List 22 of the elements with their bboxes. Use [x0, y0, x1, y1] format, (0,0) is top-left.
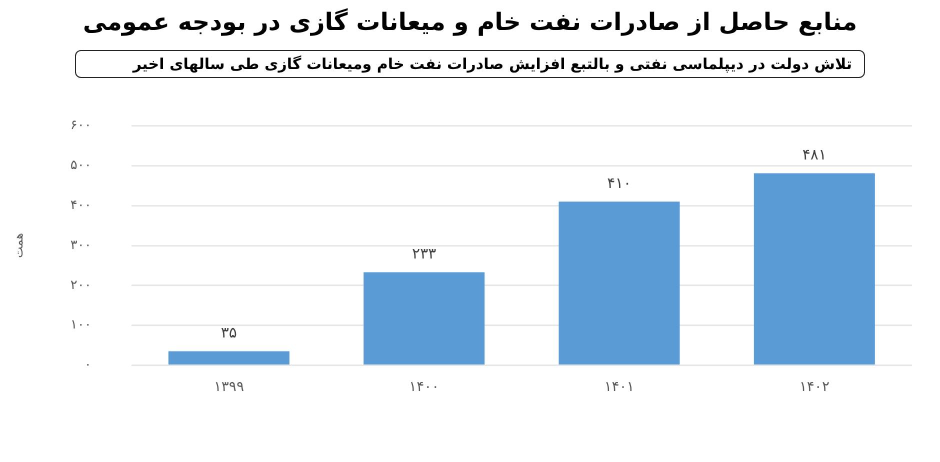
y-tick-label: ۲۰۰ [70, 278, 92, 293]
y-tick-label: ۶۰۰ [70, 118, 92, 134]
data-label: ۴۸۱ [802, 146, 827, 164]
x-tick-label: ۱۴۰۱ [604, 379, 634, 396]
x-tick-label: ۱۴۰۰ [409, 379, 440, 396]
bar [168, 351, 290, 364]
bar [754, 173, 875, 364]
y-tick-label: ۱۰۰ [70, 318, 92, 333]
bar [558, 202, 680, 364]
x-tick-label: ۱۳۹۹ [214, 379, 244, 396]
data-label: ۲۳۳ [412, 244, 436, 263]
bar [364, 272, 485, 364]
y-tick-label: ۰ [84, 358, 92, 373]
y-tick-label: ۴۰۰ [70, 198, 92, 213]
data-label: ۴۱۰ [607, 174, 632, 192]
data-label: ۳۵ [220, 324, 237, 342]
x-tick-label: ۱۴۰۲ [799, 379, 830, 396]
y-tick-label: ۳۰۰ [70, 238, 92, 253]
y-axis-title: همت [11, 232, 26, 258]
chart-title: منابع حاصل از صادرات نفت خام و میعانات گازی در بودجه عمومی [82, 8, 858, 36]
y-tick-label: ۵۰۰ [70, 158, 92, 174]
chart-subtitle: تلاش دولت در دیپلماسی نفتی و بالتبع افزایش صادرات نفت خام ومیعانات گازی طی سالهای اخیر [75, 50, 865, 78]
